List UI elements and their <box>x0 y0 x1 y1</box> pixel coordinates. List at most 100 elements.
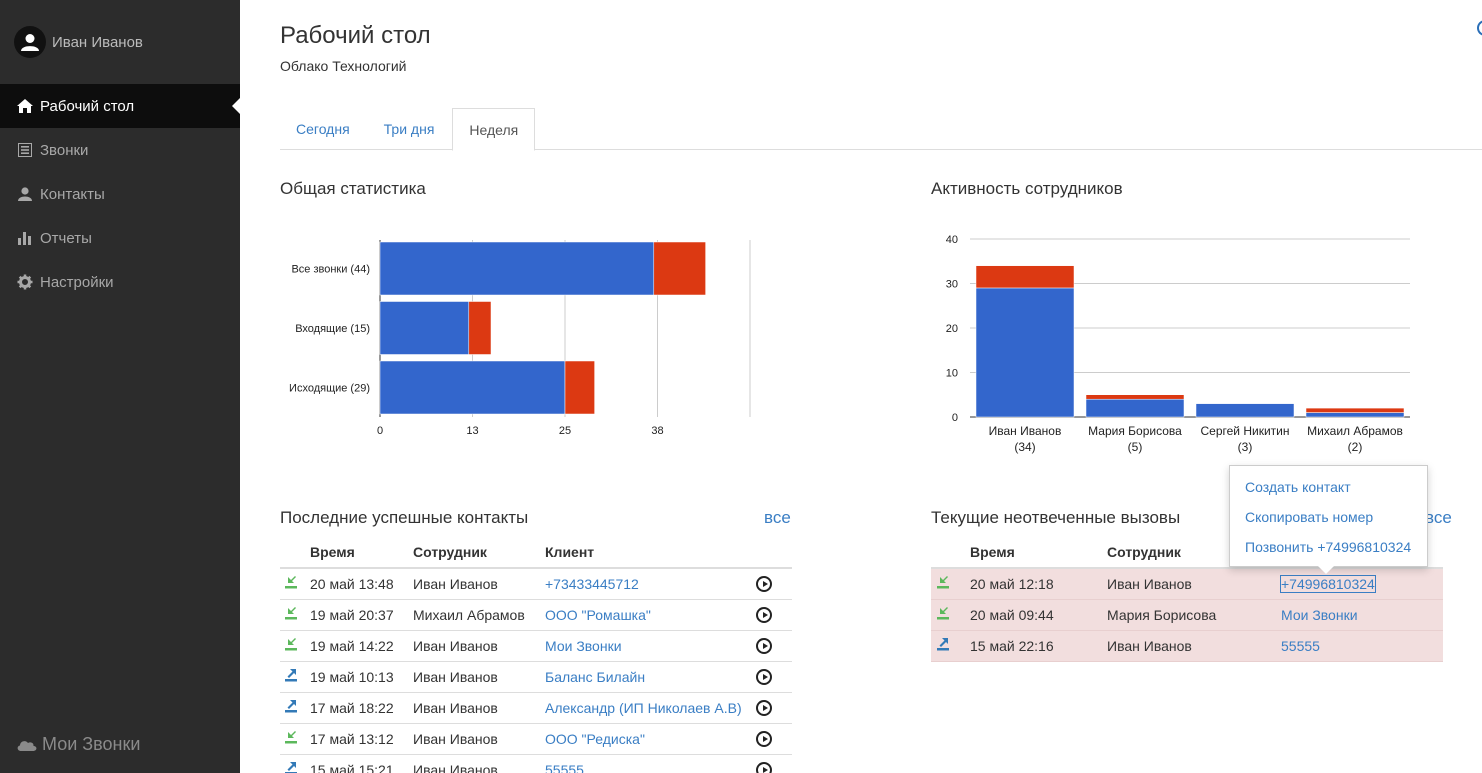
employee-name: Мария Борисова <box>1107 599 1281 631</box>
category-count-label: (2) <box>1348 440 1363 454</box>
call-time: 20 май 12:18 <box>970 568 1107 600</box>
y-tick-label: 20 <box>946 323 958 335</box>
bar-answered <box>379 360 566 415</box>
sidebar-item-contacts[interactable]: Контакты <box>0 172 240 216</box>
sidebar-item-label: Отчеты <box>40 229 92 247</box>
category-count-label: (3) <box>1238 440 1253 454</box>
missed-calls-table: Время Сотрудник 20 май 12:18 Иван Иванов +… <box>931 537 1443 662</box>
corner-refresh-icon[interactable] <box>1477 20 1482 36</box>
client-link[interactable]: +73433445712 <box>545 568 756 600</box>
bar-missed <box>1085 394 1185 400</box>
employee-name: Иван Иванов <box>413 630 545 662</box>
tab-today[interactable]: Сегодня <box>296 121 350 137</box>
category-label: Исходящие (29) <box>289 383 370 395</box>
employee-activity-chart: 0 10 20 30 40 Иван Иванов (34) Мария Борисова (5… <box>946 234 1410 454</box>
call-time: 19 май 14:22 <box>310 630 413 662</box>
call-time: 17 май 13:12 <box>310 723 413 755</box>
client-link[interactable]: 55555 <box>1281 630 1443 662</box>
sidebar-item-reports[interactable]: Отчеты <box>0 216 240 260</box>
employee-name: Иван Иванов <box>413 692 545 724</box>
col-client: Клиент <box>545 537 756 569</box>
bar-answered <box>975 287 1075 418</box>
category-label: Мария Борисова <box>1088 424 1182 438</box>
x-tick-label: 38 <box>651 425 663 437</box>
play-recording-icon[interactable] <box>756 606 772 623</box>
incoming-call-icon <box>285 638 297 651</box>
sidebar-item-settings[interactable]: Настройки <box>0 260 240 304</box>
sidebar-nav: Рабочий стол Звонки Контакты Отчеты Наст… <box>0 84 240 304</box>
sidebar: Иван Иванов Рабочий стол Звонки Контакты… <box>0 0 240 773</box>
create-contact-menu-item[interactable]: Создать контакт <box>1245 479 1351 495</box>
category-label: Михаил Абрамов <box>1307 424 1403 438</box>
table-row: 17 май 18:22 Иван Иванов Александр (ИП Ник… <box>280 692 792 724</box>
employee-name: Михаил Абрамов <box>413 599 545 631</box>
category-label: Входящие (15) <box>295 323 370 335</box>
client-link[interactable]: Александр (ИП Николаев А.В) <box>545 692 756 724</box>
bar-missed <box>1305 407 1405 413</box>
client-link[interactable]: 55555 <box>545 754 756 773</box>
incoming-call-icon <box>937 576 949 589</box>
category-label: Все звонки (44) <box>291 264 370 276</box>
cloud-icon <box>17 740 37 751</box>
period-tabs: Сегодня Три дня Неделя <box>280 108 1482 151</box>
y-tick-label: 30 <box>946 279 958 291</box>
bar-answered <box>1305 412 1405 418</box>
missed-all-link[interactable]: все <box>1425 508 1452 527</box>
client-link[interactable]: Мои Звонки <box>545 630 756 662</box>
sidebar-item-label: Контакты <box>40 185 105 203</box>
client-link[interactable]: ООО "Редиска" <box>545 723 756 755</box>
copy-number-menu-item[interactable]: Скопировать номер <box>1245 509 1374 525</box>
client-link[interactable]: +74996810324 <box>1280 574 1376 593</box>
y-tick-label: 0 <box>952 412 958 424</box>
employee-name: Иван Иванов <box>413 661 545 693</box>
y-tick-label: 40 <box>946 234 958 246</box>
number-context-menu: Создать контакт Скопировать номер Позвон… <box>1229 465 1428 574</box>
outgoing-call-icon <box>937 638 949 651</box>
home-icon <box>16 98 34 114</box>
employee-name: Иван Иванов <box>413 568 545 600</box>
tab-week[interactable]: Неделя <box>452 108 536 151</box>
x-tick-label: 0 <box>377 425 383 437</box>
incoming-call-icon <box>937 607 949 620</box>
play-recording-icon[interactable] <box>756 668 772 685</box>
play-recording-icon[interactable] <box>756 699 772 716</box>
table-row: 19 май 14:22 Иван Иванов Мои Звонки <box>280 630 792 662</box>
bar-missed <box>564 360 595 415</box>
client-link[interactable]: Баланс Билайн <box>545 661 756 693</box>
client-link[interactable]: ООО "Ромашка" <box>545 599 756 631</box>
play-recording-icon[interactable] <box>756 761 772 773</box>
call-time: 17 май 18:22 <box>310 692 413 724</box>
user-profile[interactable]: Иван Иванов <box>14 26 143 58</box>
x-tick-label: 13 <box>466 425 478 437</box>
category-label: Иван Иванов <box>989 424 1062 438</box>
tab-three-days[interactable]: Три дня <box>383 121 435 137</box>
play-recording-icon[interactable] <box>756 575 772 592</box>
incoming-call-icon <box>285 576 297 589</box>
bar-answered <box>379 241 655 296</box>
page-title: Рабочий стол <box>280 22 431 49</box>
play-recording-icon[interactable] <box>756 730 772 747</box>
user-icon <box>16 186 34 202</box>
bar-missed <box>975 265 1075 289</box>
bar-missed <box>468 301 492 355</box>
table-row: 15 май 22:16 Иван Иванов 55555 <box>931 630 1443 662</box>
activity-title: Активность сотрудников <box>931 179 1123 198</box>
bar-answered <box>1085 398 1185 418</box>
client-link[interactable]: Мои Звонки <box>1281 599 1443 631</box>
col-time: Время <box>310 537 413 569</box>
x-tick-label: 25 <box>559 425 571 437</box>
brand-link[interactable]: Мои Звонки <box>16 734 140 755</box>
client-link: +74996810324 <box>1280 568 1443 600</box>
call-number-menu-item[interactable]: Позвонить +74996810324 <box>1245 539 1412 555</box>
sidebar-item-dashboard[interactable]: Рабочий стол <box>0 84 240 128</box>
category-count-label: (5) <box>1128 440 1143 454</box>
recent-all-link[interactable]: все <box>764 508 791 527</box>
table-row: 20 май 12:18 Иван Иванов +74996810324 <box>931 568 1443 600</box>
brand-name: Мои Звонки <box>42 734 141 754</box>
play-recording-icon[interactable] <box>756 637 772 654</box>
category-count-label: (34) <box>1014 440 1035 454</box>
avatar <box>14 26 46 58</box>
outgoing-call-icon <box>285 700 297 713</box>
table-row: 17 май 13:12 Иван Иванов ООО "Редиска" <box>280 723 792 755</box>
sidebar-item-calls[interactable]: Звонки <box>0 128 240 172</box>
